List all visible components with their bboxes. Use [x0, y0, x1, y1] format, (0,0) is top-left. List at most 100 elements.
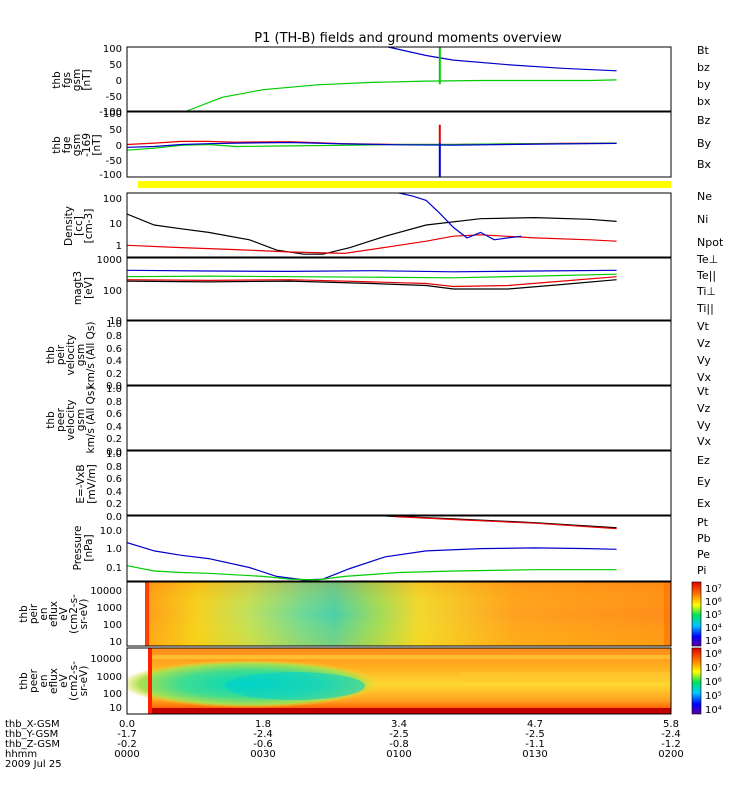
y-tick-label: 0 [116, 76, 122, 87]
x-tick-value: -1.7 [117, 729, 137, 740]
panel-peir-spectrogram-ylabel: thb peir en eflux eV (cm2-s- sr-eV) [18, 594, 90, 634]
y-tick-label: 0 [116, 141, 122, 152]
legend-entry: Bx [697, 158, 712, 171]
ylabel-line: Density [63, 206, 75, 246]
panel-peer-spectrogram-ylabel: thb peer en eflux eV (cm2-s- sr-eV) [18, 661, 90, 701]
panel-peir-spectrogram: thb peir en eflux eV (cm2-s- sr-eV) 1000… [18, 581, 722, 648]
panel-peer-velocity-frame [126, 385, 672, 451]
panel-density-legend: Ne Ni Npot [697, 190, 724, 249]
ylabel-line: peer [28, 668, 40, 693]
colorbar-label: 10⁶ [705, 597, 722, 608]
colorbar-scale [691, 647, 702, 715]
x-tick-value: -0.6 [253, 739, 273, 750]
legend-entry: Vx [697, 371, 712, 384]
y-tick-label: 1.0 [106, 384, 122, 395]
y-tick-label: 1.0 [106, 319, 122, 330]
panel-density: Density [cc] [cm-3] 100 10 1 Ne Ni Npot [63, 190, 724, 258]
ylabel-line: km/s (All Qs) [85, 387, 97, 454]
ylabel-line: [cc] [73, 216, 85, 236]
ylabel-line: en [38, 674, 50, 687]
y-tick-label: 0.0 [106, 447, 122, 458]
ylabel-line: sr-eV) [78, 599, 90, 630]
y-tick-label: 10 [109, 637, 122, 648]
legend-entry: Vz [697, 337, 711, 350]
legend-entry: Te|| [696, 269, 716, 282]
y-tick-label: 0.2 [106, 369, 122, 380]
x-tick-value: -2.5 [525, 729, 545, 740]
x-row-label: hhmm [5, 749, 37, 760]
y-tick-label: -100 [99, 170, 122, 181]
ylabel-line: eflux [48, 668, 60, 694]
colorbar-label: 10⁵ [705, 691, 722, 702]
legend-entry: Vy [697, 419, 711, 432]
ylabel-line: [mV/m] [86, 464, 98, 503]
legend-entry: bz [697, 61, 710, 74]
panel-density-frame [126, 192, 672, 258]
legend-entry: Vy [697, 354, 711, 367]
x-tick-value: -2.4 [253, 729, 273, 740]
panel-fge-frame [126, 111, 672, 178]
spectrogram-edge [664, 582, 671, 646]
figure-title: P1 (TH-B) fields and ground moments over… [254, 31, 562, 46]
electron-spectrogram-image [127, 648, 671, 714]
panel-pressure: Pressure [nPa] 10.0 1.0 0.1 Pt Pb Pe Pi [72, 515, 711, 582]
y-tick-label: 1.0 [106, 449, 122, 460]
colorbar-label: 10⁸ [705, 649, 722, 660]
panel-fge-yticks: 100 50 0 -50 -100 [99, 109, 122, 181]
panel-peir-velocity-ylabel: thb peir velocity gsm km/s (All Qs) [45, 322, 97, 389]
y-tick-label: 0.8 [106, 462, 122, 473]
spectrogram-shade [145, 582, 671, 646]
panel-peer-spectrogram-frame [126, 647, 672, 715]
y-tick-label: 0.4 [106, 356, 122, 367]
y-tick-label: 50 [109, 125, 122, 136]
ylabel-line: eV [58, 606, 70, 620]
x-tick-value: 0000 [114, 749, 139, 760]
x-axis-annotation: thb_X-GSM thb_Y-GSM thb_Z-GSM hhmm 2009 … [5, 719, 684, 770]
ylabel-line: thb [45, 411, 57, 429]
ylabel-line: thb [18, 605, 30, 623]
y-tick-label: 1000 [97, 672, 122, 683]
ylabel-line: [eV] [83, 277, 95, 299]
spectrogram-band [148, 708, 671, 714]
y-tick-label: 0.0 [106, 381, 122, 392]
panel-fgs: thb fgs gsm [nT] 100 50 0 -50 -100 Bt bz… [51, 44, 711, 118]
series-te- [126, 276, 617, 288]
colorbar-label: 10⁶ [705, 677, 722, 688]
ylabel-line: E=-VxB [75, 464, 87, 503]
legend-entry: Pt [697, 516, 709, 529]
panel-pressure-frame [126, 515, 672, 582]
y-tick-label: -50 [106, 156, 122, 167]
panel-pressure-plot [126, 515, 617, 581]
x-tick-value: 3.4 [391, 719, 407, 730]
x-tick-value: 0030 [250, 749, 275, 760]
colorbar-label: 10³ [705, 636, 722, 647]
ylabel-line: peir [28, 603, 40, 624]
y-tick-label: 1000 [97, 255, 122, 266]
legend-entry: Vt [697, 320, 710, 333]
y-tick-label: 100 [103, 109, 122, 120]
panel-fge-plot [126, 124, 617, 177]
ylabel-line: [nPa] [83, 534, 95, 561]
y-tick-label: 10 [109, 703, 122, 714]
legend-entry: Ti|| [696, 302, 714, 315]
panel-peer-spectrogram-yticks: 10000 1000 100 10 [90, 654, 122, 714]
panel-peir-velocity-legend: Vt Vz Vy Vx [697, 320, 712, 384]
panel-density-ylabel: Density [cc] [cm-3] [63, 206, 95, 246]
y-tick-label: 50 [109, 60, 122, 71]
legend-entry: Vx [697, 435, 712, 448]
legend-entry: Bt [697, 44, 710, 57]
ylabel-line: (cm2-s- [68, 594, 80, 634]
ylabel-line: magt3 [72, 271, 84, 305]
y-tick-label: 100 [103, 620, 122, 631]
y-tick-label: 100 [103, 286, 122, 297]
panel-peir-velocity-yticks: 1.0 0.8 0.6 0.4 0.2 0.0 [106, 319, 122, 392]
spectrogram-band [460, 672, 671, 682]
panel-fge: thb fge gsm -169 [nT] 100 50 0 -50 -100 … [51, 109, 712, 181]
ylabel-line: thb [45, 346, 57, 364]
legend-entry: Bz [697, 114, 711, 127]
ylabel-line: [nT] [81, 69, 93, 90]
ylabel-line: fgs [61, 72, 73, 88]
legend-entry: Te⊥ [696, 253, 718, 266]
panel-peer-velocity-ylabel: thb peer velocity gsm km/s (All Qs) [45, 387, 97, 454]
